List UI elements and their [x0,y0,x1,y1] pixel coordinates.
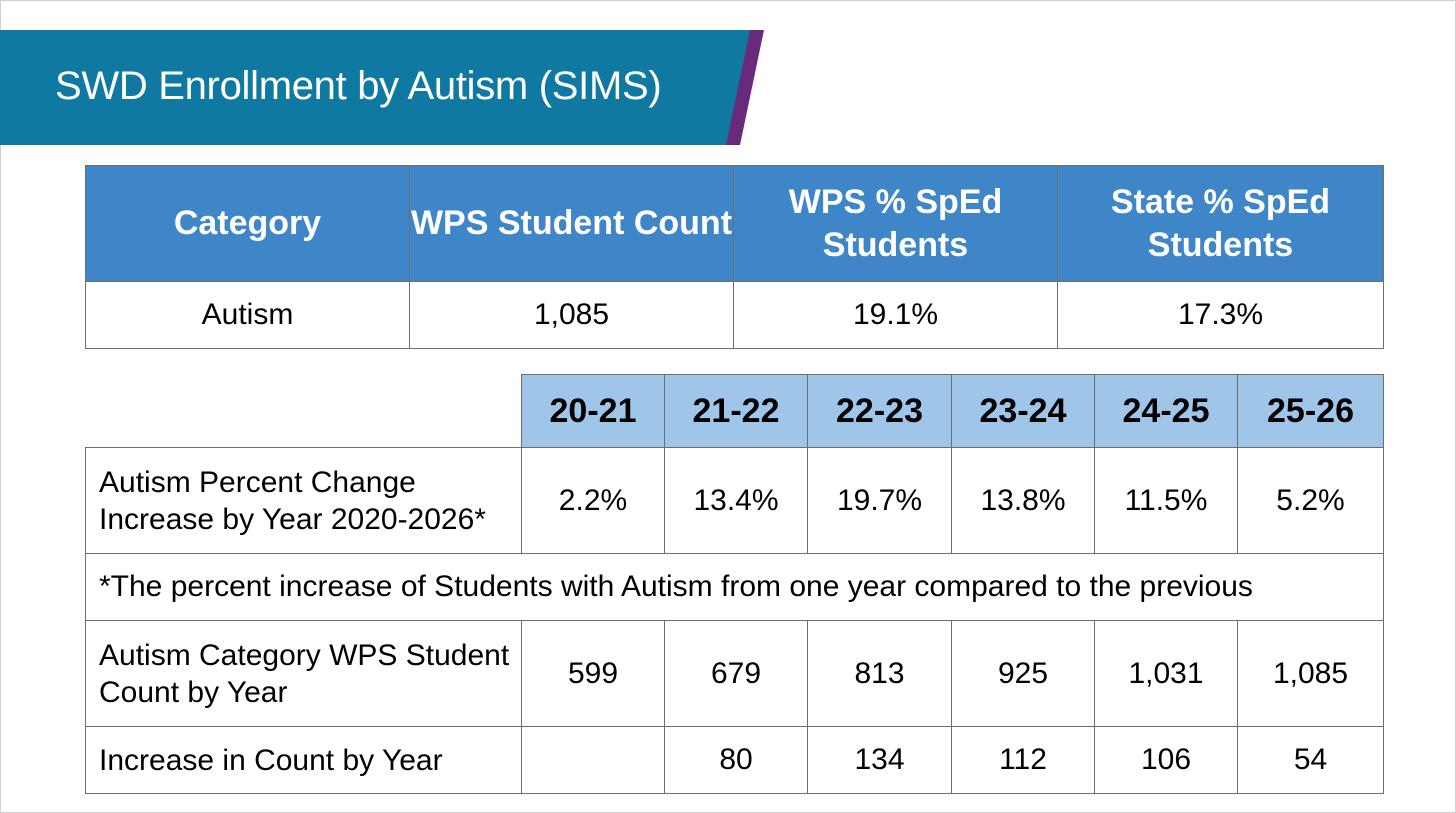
increase-label: Increase in Count by Year [85,726,522,794]
pct-change-label: Autism Percent Change Increase by Year 2… [85,447,522,554]
pct-change-row: Autism Percent Change Increase by Year 2… [85,447,1384,554]
cell-wps-pct-sped: 19.1% [733,281,1058,349]
year-header-row: 20-21 21-22 22-23 23-24 24-25 25-26 [85,374,1384,448]
blank-corner-cell [85,374,522,448]
count-value: 1,085 [1237,620,1384,727]
count-label: Autism Category WPS Student Count by Yea… [85,620,522,727]
pct-change-value: 13.8% [951,447,1095,554]
yearly-detail-table: 20-21 21-22 22-23 23-24 24-25 25-26 Auti… [85,374,1384,794]
pct-change-value: 13.4% [664,447,808,554]
year-header: 24-25 [1094,374,1238,448]
increase-value: 134 [807,726,952,794]
increase-row: Increase in Count by Year 80 134 112 106… [85,726,1384,794]
increase-value: 54 [1237,726,1384,794]
footnote-text: *The percent increase of Students with A… [85,553,1384,621]
year-header: 25-26 [1237,374,1384,448]
footnote-row: *The percent increase of Students with A… [85,553,1384,621]
count-value: 813 [807,620,952,727]
cell-category: Autism [85,281,410,349]
header-category: Category [85,165,410,282]
year-header: 21-22 [664,374,808,448]
pct-change-value: 11.5% [1094,447,1238,554]
increase-value: 112 [951,726,1095,794]
summary-table: Category WPS Student Count WPS % SpEd St… [85,165,1384,349]
pct-change-value: 5.2% [1237,447,1384,554]
header-wps-pct-sped: WPS % SpEd Students [733,165,1058,282]
year-header: 20-21 [521,374,665,448]
cell-wps-student-count: 1,085 [409,281,734,349]
count-row: Autism Category WPS Student Count by Yea… [85,620,1384,727]
count-value: 679 [664,620,808,727]
title-banner: SWD Enrollment by Autism (SIMS) [0,30,780,145]
header-wps-student-count: WPS Student Count [409,165,734,282]
pct-change-value: 2.2% [521,447,665,554]
increase-value [521,726,665,794]
pct-change-value: 19.7% [807,447,952,554]
summary-data-row: Autism 1,085 19.1% 17.3% [85,281,1384,349]
count-value: 599 [521,620,665,727]
count-value: 925 [951,620,1095,727]
header-state-pct-sped: State % SpEd Students [1057,165,1384,282]
increase-value: 80 [664,726,808,794]
summary-header-row: Category WPS Student Count WPS % SpEd St… [85,165,1384,282]
title-banner-shape [0,30,764,145]
page-title: SWD Enrollment by Autism (SIMS) [55,64,662,108]
increase-value: 106 [1094,726,1238,794]
year-header: 23-24 [951,374,1095,448]
cell-state-pct-sped: 17.3% [1057,281,1384,349]
year-header: 22-23 [807,374,952,448]
count-value: 1,031 [1094,620,1238,727]
